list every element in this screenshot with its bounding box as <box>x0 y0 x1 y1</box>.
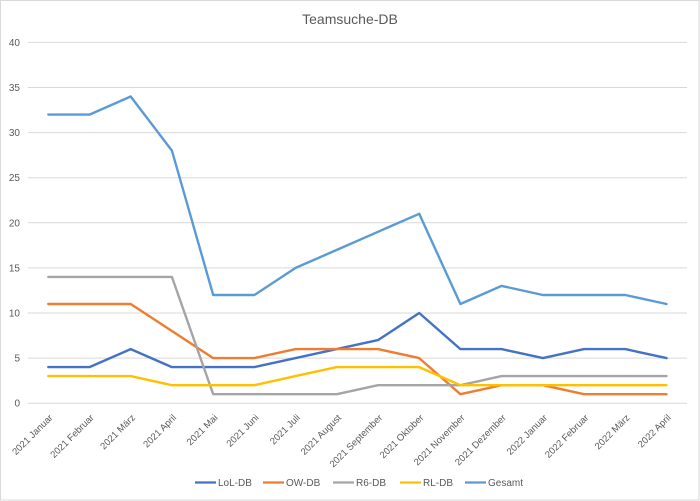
svg-text:25: 25 <box>9 173 21 184</box>
svg-text:LoL-DB: LoL-DB <box>218 478 252 489</box>
svg-text:OW-DB: OW-DB <box>286 478 321 489</box>
svg-text:35: 35 <box>9 83 21 94</box>
svg-text:20: 20 <box>9 218 21 229</box>
svg-text:Teamsuche-DB: Teamsuche-DB <box>302 11 398 27</box>
svg-text:40: 40 <box>9 38 21 49</box>
svg-text:5: 5 <box>14 354 20 365</box>
svg-text:R6-DB: R6-DB <box>356 478 386 489</box>
svg-text:10: 10 <box>9 309 21 320</box>
svg-text:RL-DB: RL-DB <box>423 478 453 489</box>
svg-text:15: 15 <box>9 263 21 274</box>
svg-text:30: 30 <box>9 128 21 139</box>
svg-text:Gesamt: Gesamt <box>488 478 523 489</box>
svg-text:0: 0 <box>14 399 20 410</box>
